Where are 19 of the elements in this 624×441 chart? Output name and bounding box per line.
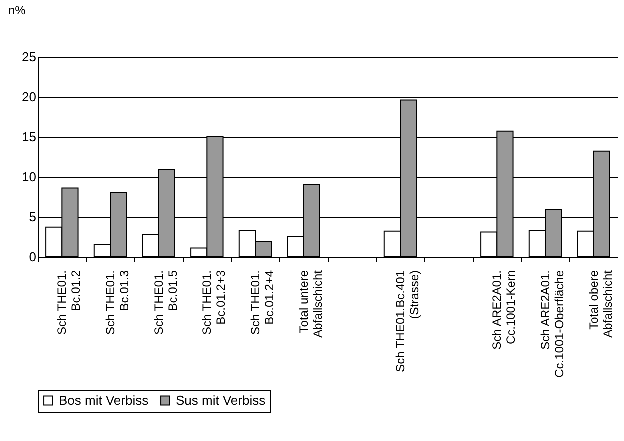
legend-label: Sus mit Verbiss — [176, 392, 266, 408]
x-tick-label: Sch THE01. Bc.01.2 — [55, 270, 84, 335]
x-tick-label: Sch THE01. Bc.01.3 — [104, 270, 132, 335]
y-axis-title: n% — [8, 4, 26, 18]
x-tick-label: Sch THE01. Bc.01.5 — [152, 270, 180, 335]
x-tick-label: Sch ARE2A01. Cc.1001-Kern — [490, 270, 518, 350]
legend-label: Bos mit Verbiss — [59, 392, 150, 408]
y-tick-label: 10 — [22, 170, 36, 184]
y-tick-label: 5 — [29, 210, 36, 224]
x-tick-label: Sch ARE2A01. Cc.1001-Oberfläche — [538, 270, 566, 378]
y-tick-label: 25 — [22, 50, 36, 64]
x-tick-label: Sch THE01.Bc.401 (Strasse) — [394, 270, 422, 372]
y-tick-label: 20 — [22, 90, 36, 104]
y-tick-label: 0 — [29, 250, 36, 264]
y-tick-label: 15 — [22, 130, 36, 144]
x-tick-label: Total untere Abfallschicht — [296, 270, 325, 338]
x-tick-label: Sch THE01. Bc.01.2+4 — [248, 270, 276, 335]
x-tick-label: Total obere Abfallschicht — [586, 270, 615, 338]
x-tick-label: Sch THE01. Bc.01.2+3 — [200, 270, 228, 335]
